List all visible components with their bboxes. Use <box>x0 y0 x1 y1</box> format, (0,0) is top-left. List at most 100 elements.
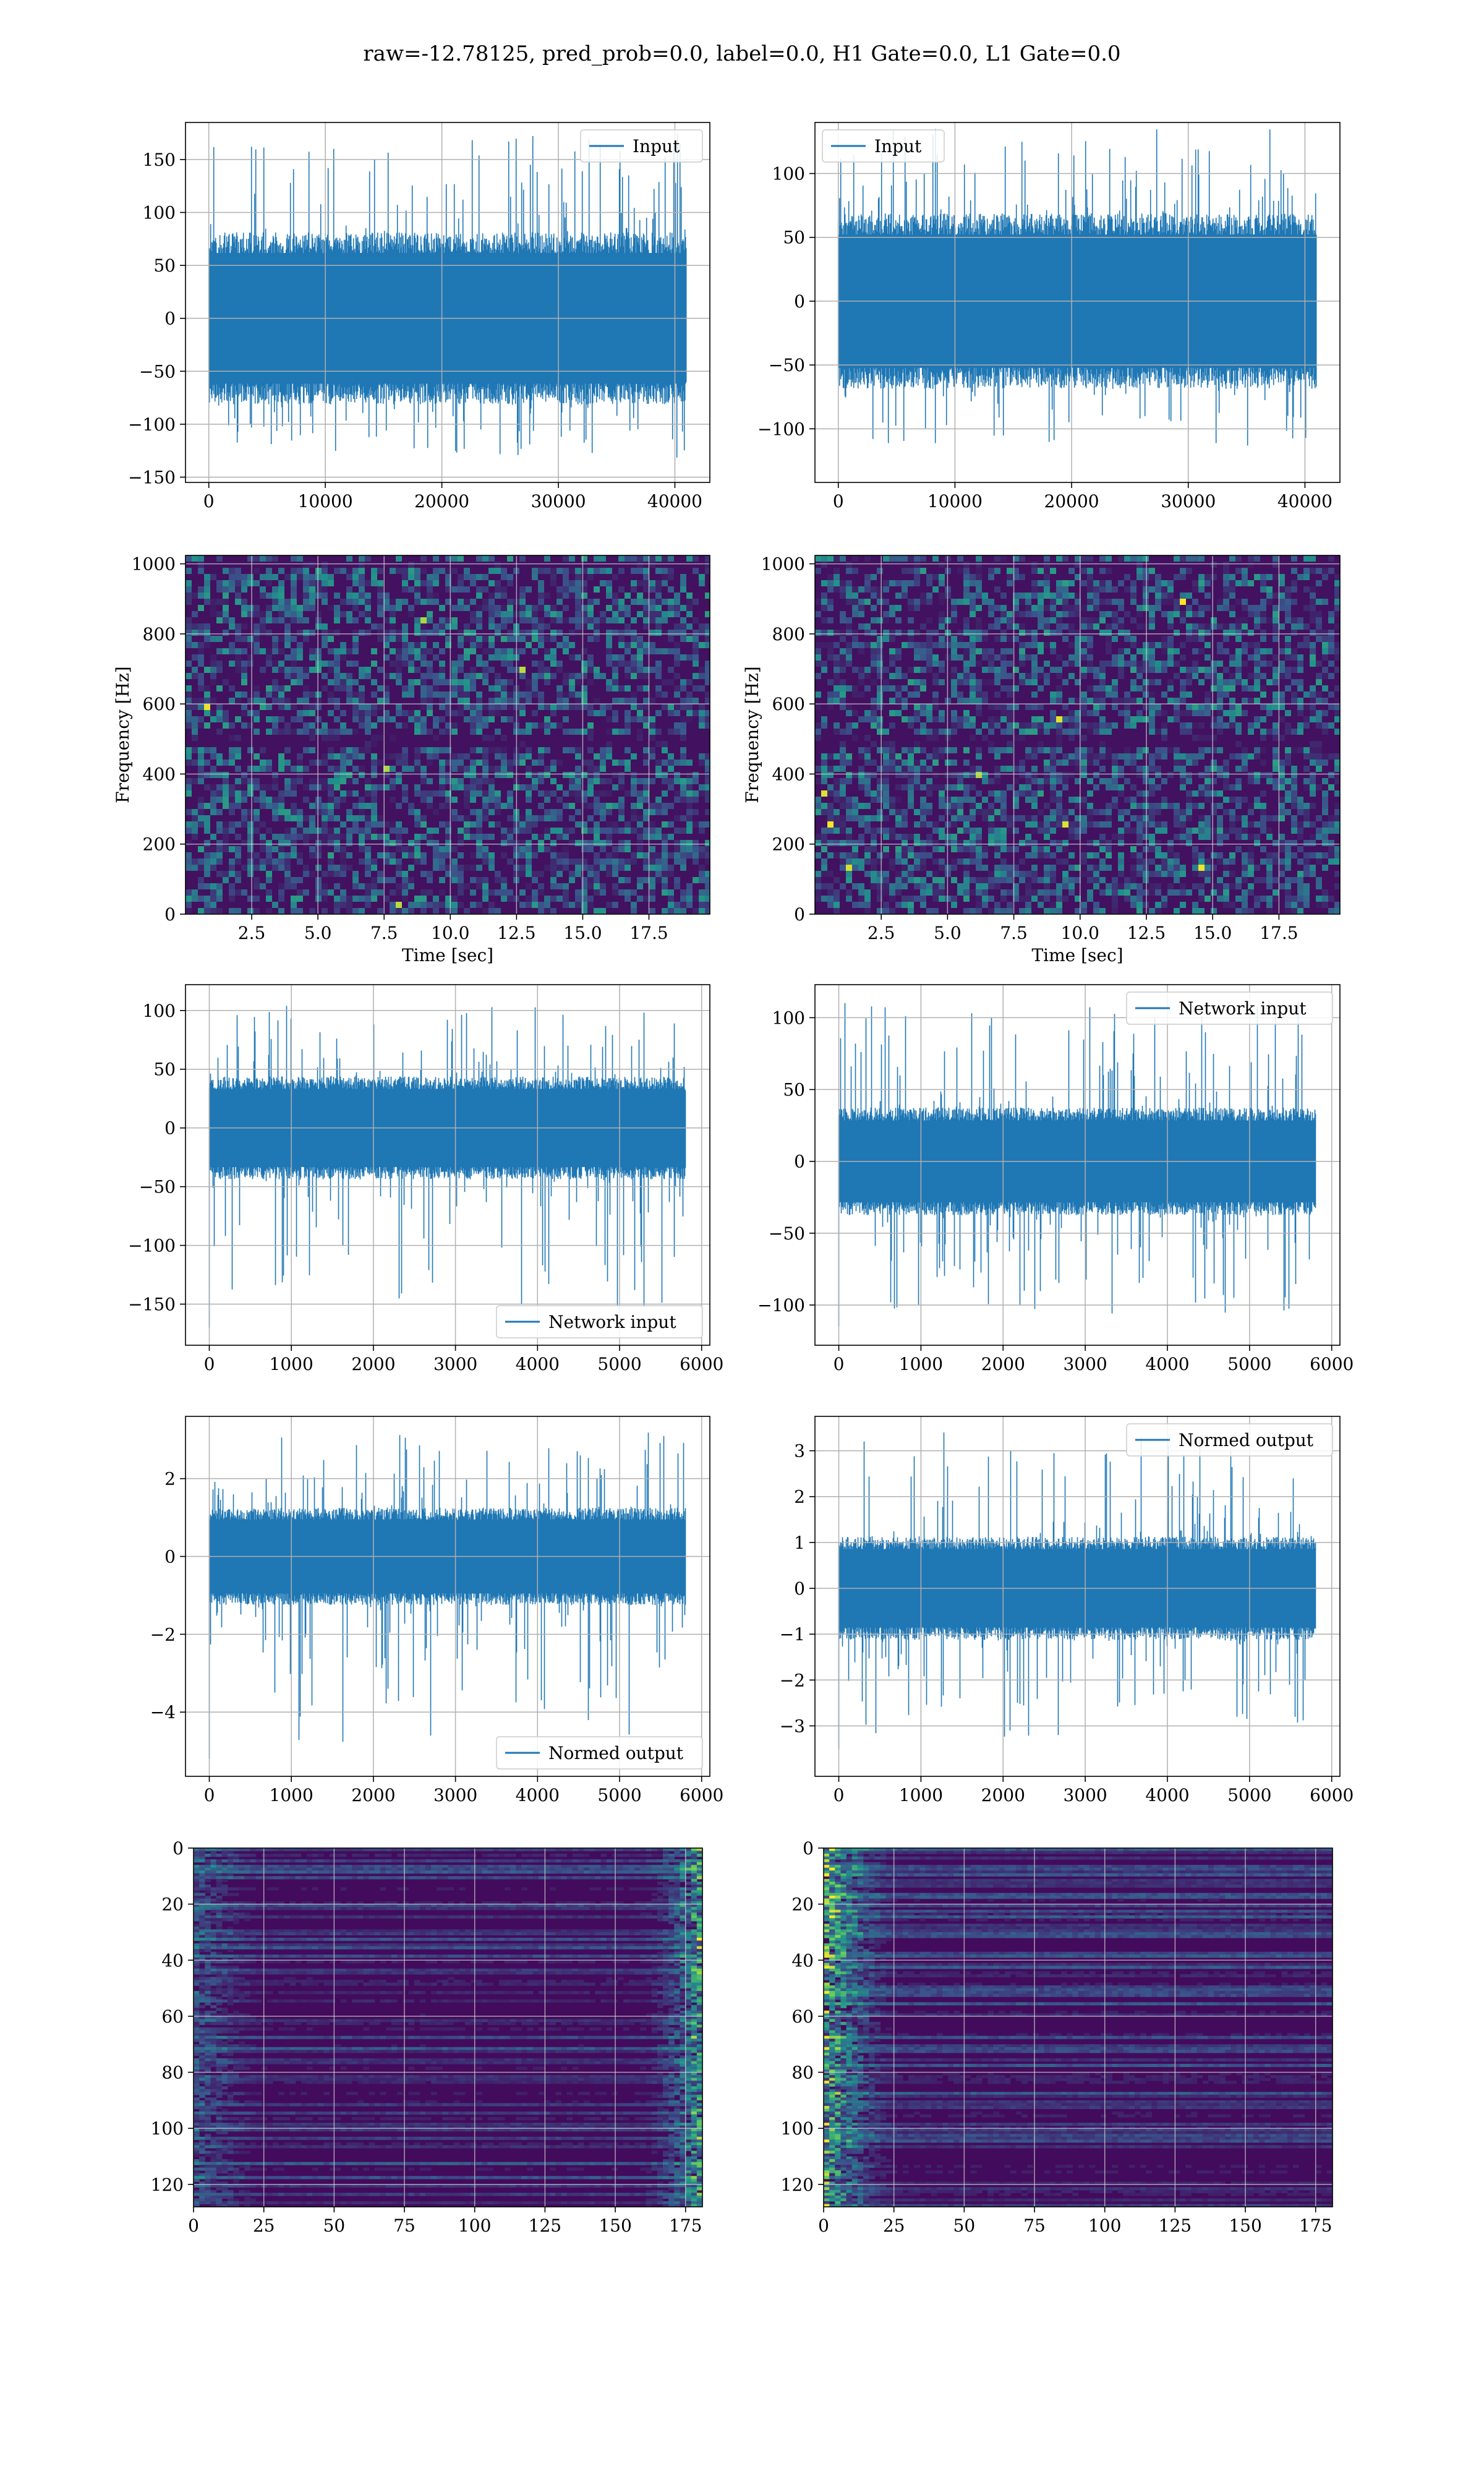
legend: Network input <box>1126 991 1333 1025</box>
tick-labels: 0 1000 2000 3000 4000 5000 6000 −100 −50 0 50 100 <box>757 1008 1354 1374</box>
x-tick-label: 1000 <box>899 1785 943 1805</box>
x-tick-label: 20000 <box>414 491 469 511</box>
legend-label: Normed output <box>548 1743 684 1763</box>
x-tick-label: 3000 <box>433 1354 477 1374</box>
x-tick-label: 40000 <box>647 491 702 511</box>
axes-frame <box>814 555 1341 915</box>
subplot-p21: 0 1000 2000 3000 4000 5000 6000 −100 −50 0 50 100 Ne… <box>757 984 1354 1374</box>
tick-labels: 0 1000 2000 3000 4000 5000 6000 −4 −2 0 2 <box>150 1469 724 1805</box>
tick-labels: 0 1000 2000 3000 4000 5000 6000 −3 −2 −1 0 1 2 3 <box>780 1441 1354 1805</box>
x-tick-label: 6000 <box>1310 1354 1354 1374</box>
x-tick-label: 0 <box>818 2215 829 2236</box>
y-tick-label: −50 <box>139 361 176 382</box>
x-tick-label: 2000 <box>351 1354 395 1374</box>
y-tick-label: 100 <box>143 203 176 223</box>
axes-frame <box>185 984 710 1346</box>
y-tick-label: 50 <box>783 1080 805 1100</box>
axes-frame <box>823 1847 1333 2207</box>
axes-frame <box>814 984 1341 1346</box>
y-tick-label: 1 <box>794 1533 805 1553</box>
subplot-p10: 2.5 5.0 7.5 10.0 12.5 15.0 17.5 0 200 400 600 800 10… <box>113 554 710 965</box>
x-tick-label: 6000 <box>1310 1785 1354 1805</box>
y-tick-label: 0 <box>164 309 176 329</box>
x-tick-label: 40000 <box>1277 491 1333 511</box>
x-tick-label: 125 <box>529 2215 561 2236</box>
axes-frame <box>193 1847 703 2207</box>
x-tick-label: 30000 <box>1161 491 1216 511</box>
subplot-p40: 0 25 50 75 100 125 150 175 0 20 40 60 80 100 120 <box>151 1838 703 2236</box>
x-tick-label: 4000 <box>1145 1354 1189 1374</box>
x-tick-label: 6000 <box>680 1785 723 1805</box>
y-tick-label: 200 <box>772 834 805 855</box>
x-tick-label: 6000 <box>680 1354 723 1374</box>
y-tick-label: −100 <box>128 1236 176 1256</box>
legend: Normed output <box>496 1736 703 1770</box>
x-tick-label: 150 <box>599 2215 631 2236</box>
y-tick-label: 1000 <box>132 554 176 575</box>
x-tick-label: 0 <box>833 491 844 511</box>
x-tick-label: 5000 <box>597 1354 641 1374</box>
x-tick-label: 17.5 <box>629 923 668 943</box>
subplot-p30: 0 1000 2000 3000 4000 5000 6000 −4 −2 0 2 Normed ou… <box>150 1416 724 1805</box>
grid-lines <box>186 1416 710 1776</box>
y-tick-label: −1 <box>780 1624 805 1645</box>
tick-labels: 0 1000 2000 3000 4000 5000 6000 −150 −100 −50 0 50 1… <box>128 1001 723 1374</box>
y-tick-label: 50 <box>153 1059 176 1080</box>
x-tick-label: 3000 <box>433 1785 477 1805</box>
x-tick-label: 2000 <box>981 1354 1025 1374</box>
x-tick-label: 100 <box>1088 2215 1121 2236</box>
tick-labels: 0 25 50 75 100 125 150 175 0 20 40 60 80 100 120 <box>781 1838 1333 2236</box>
legend: Normed output <box>1126 1423 1333 1457</box>
y-tick-label: 200 <box>143 834 176 855</box>
legend: Input <box>580 129 703 163</box>
spectrogram-cells <box>186 555 710 914</box>
subplot-grid: 0 10000 20000 30000 40000−150−100−5005010015… <box>113 122 1354 2236</box>
y-tick-label: 100 <box>772 1008 805 1028</box>
y-tick-label: 3 <box>794 1441 805 1462</box>
y-tick-label: 2 <box>164 1469 176 1489</box>
x-tick-label: 2000 <box>981 1785 1025 1805</box>
x-tick-label: 0 <box>834 1785 845 1805</box>
y-tick-label: 40 <box>791 1950 814 1971</box>
y-tick-label: 0 <box>794 291 805 312</box>
y-tick-label: −2 <box>150 1624 176 1645</box>
legend-label: Input <box>633 136 680 156</box>
x-tick-label: 175 <box>669 2215 702 2236</box>
x-tick-label: 7.5 <box>1000 923 1028 943</box>
y-tick-label: 20 <box>161 1894 184 1915</box>
y-tick-label: 800 <box>772 624 805 644</box>
y-tick-label: −50 <box>139 1177 176 1197</box>
tick-labels: 0 25 50 75 100 125 150 175 0 20 40 60 80 100 120 <box>151 1838 702 2236</box>
x-tick-label: 15.0 <box>563 923 602 943</box>
x-tick-label: 4000 <box>1145 1785 1189 1805</box>
featuremap-cells <box>824 1848 1333 2207</box>
axes-frame <box>814 122 1341 483</box>
x-axis-label: Time [sec] <box>1031 945 1123 965</box>
x-tick-label: 0 <box>204 1354 215 1374</box>
y-tick-label: 60 <box>791 2006 814 2027</box>
x-tick-label: 175 <box>1299 2215 1332 2236</box>
x-tick-label: 10.0 <box>431 923 469 943</box>
axes-frame <box>814 1416 1341 1777</box>
tick-labels: 2.5 5.0 7.5 10.0 12.5 15.0 17.5 0 200 400 600 800 10… <box>761 554 1298 943</box>
x-tick-label: 12.5 <box>1127 923 1166 943</box>
x-tick-label: 5.0 <box>304 923 332 943</box>
y-tick-label: 0 <box>164 1547 176 1567</box>
y-tick-label: 100 <box>781 2118 814 2139</box>
y-tick-label: 400 <box>772 764 805 784</box>
y-tick-label: 80 <box>791 2063 814 2083</box>
x-tick-label: 125 <box>1159 2215 1192 2236</box>
x-tick-label: 0 <box>188 2215 199 2236</box>
y-tick-label: 80 <box>161 2063 184 2083</box>
y-tick-label: −50 <box>769 355 805 375</box>
y-tick-label: 40 <box>161 1950 184 1971</box>
y-tick-label: −150 <box>128 467 176 487</box>
x-tick-label: 4000 <box>516 1354 560 1374</box>
y-tick-label: 0 <box>164 904 176 925</box>
y-axis-label: Frequency [Hz] <box>113 666 133 803</box>
x-tick-label: 2000 <box>351 1785 395 1805</box>
x-tick-label: 0 <box>204 1785 215 1805</box>
x-tick-label: 0 <box>834 1354 845 1374</box>
x-tick-label: 4000 <box>516 1785 560 1805</box>
y-tick-label: −50 <box>769 1223 805 1244</box>
